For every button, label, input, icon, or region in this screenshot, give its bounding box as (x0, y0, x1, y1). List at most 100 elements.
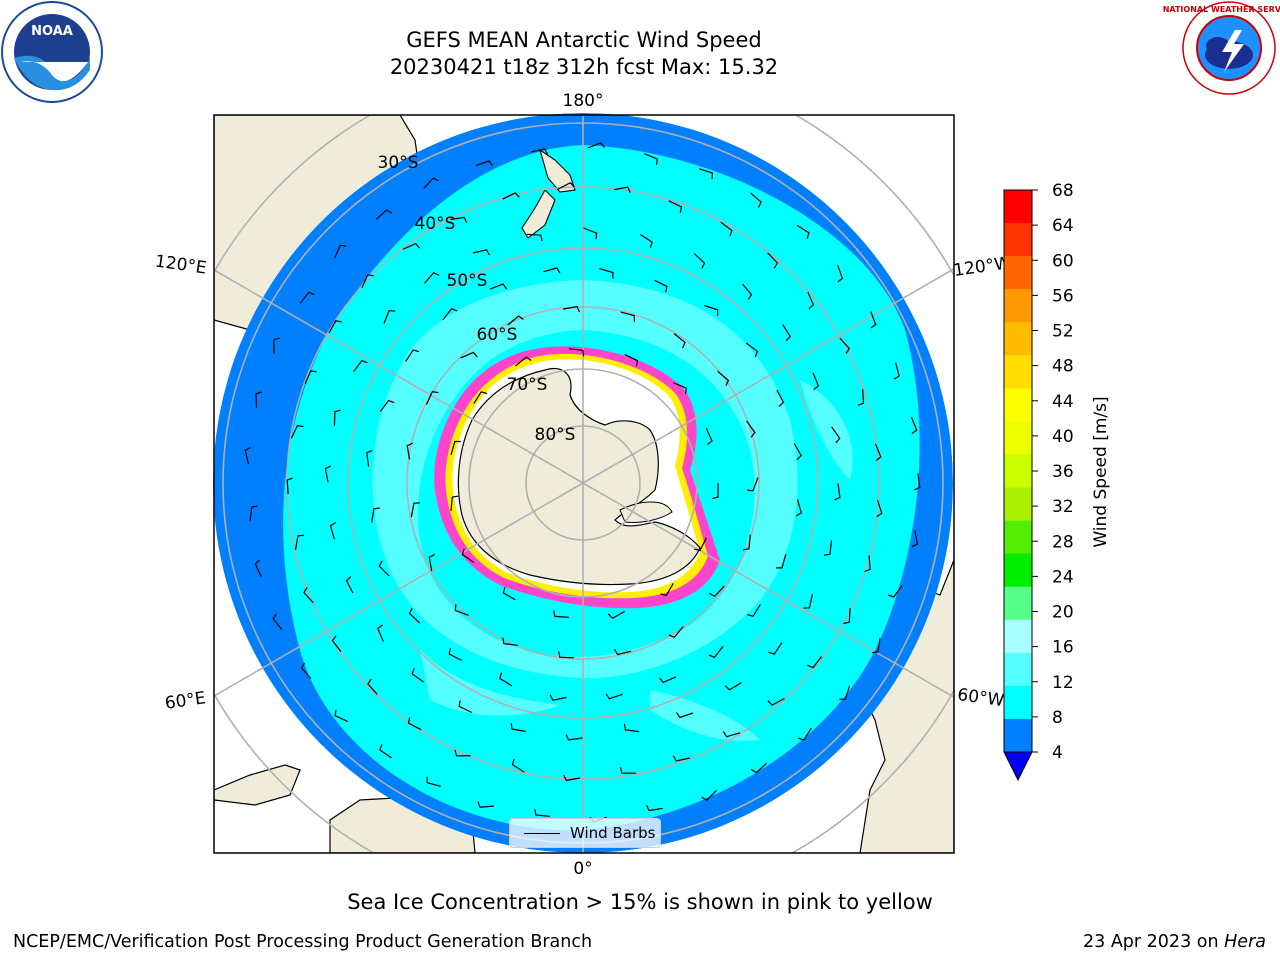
wind-barbs (244, 142, 921, 823)
meridian-label-60e: 60°E (164, 688, 207, 713)
wind-barb (911, 530, 919, 548)
colorbar-segment (1004, 355, 1032, 389)
wind-barb (658, 676, 677, 684)
wind-barb (300, 662, 312, 679)
wind-barb (807, 656, 823, 669)
wind-barb (797, 727, 812, 741)
wind-barb (410, 502, 420, 518)
wind-barb (767, 252, 779, 269)
wind-barb (747, 604, 761, 618)
footer-host: Hera (1224, 932, 1266, 952)
wind-barb (910, 416, 918, 435)
wind-barb (887, 585, 903, 598)
wind-barb (712, 482, 719, 500)
wind-barb (624, 354, 639, 367)
colorbar-tick-label: 16 (1052, 638, 1074, 658)
wind-barb (428, 554, 435, 572)
wind-barb (599, 268, 614, 279)
wind-barb (676, 712, 694, 719)
colorbar-segment (1004, 685, 1032, 720)
wind-barb (402, 242, 421, 250)
wind-barb (454, 749, 471, 757)
wind-barb (543, 267, 561, 274)
colorbar-tick-label: 20 (1052, 603, 1074, 623)
colorbar-segment (1004, 190, 1032, 224)
wind-barb (450, 495, 459, 512)
wind-barb (454, 604, 469, 616)
wind-barb (654, 279, 668, 293)
wind-barb (839, 685, 851, 700)
wind-barb (378, 560, 390, 577)
legend-line-swatch (524, 832, 560, 834)
wind-barb (717, 370, 730, 387)
wind-barb (534, 808, 550, 817)
colorbar-segment (1004, 586, 1032, 621)
colorbar-segment (1004, 256, 1032, 290)
wind-barb (329, 522, 337, 540)
wind-barb (782, 324, 791, 342)
plot-subtitle: 20230421 t18z 312h fcst Max: 15.32 (389, 55, 779, 79)
wind-barb (549, 694, 567, 701)
wind-barb (290, 424, 304, 439)
wind-barb (871, 637, 881, 654)
wind-barb (722, 731, 741, 738)
wind-barb (745, 342, 759, 358)
wind-barb (295, 534, 304, 550)
wind-barb (720, 221, 733, 237)
wind-barb (511, 758, 525, 773)
colorbar-segment (1004, 553, 1032, 588)
wind-barb (426, 391, 439, 405)
wind-barb (473, 391, 488, 404)
noaa-logo-text: NOAA (31, 24, 73, 39)
wind-barb (558, 651, 574, 659)
wind-barb (502, 586, 516, 601)
wind-barb (331, 635, 342, 653)
wind-barb (345, 576, 354, 594)
wind-barb (489, 283, 508, 290)
colorbar-segment (1004, 421, 1032, 455)
colorbar-tick-label: 60 (1052, 251, 1074, 271)
wind-barb (273, 337, 280, 354)
wind-barb (660, 582, 674, 597)
wind-barb (746, 477, 759, 492)
wind-barb (807, 291, 815, 310)
wind-barb (796, 224, 810, 239)
wind-barb (803, 594, 814, 609)
wind-barb (461, 548, 475, 563)
parallel-label-80s: 80°S (535, 425, 576, 445)
wind-barb (639, 233, 653, 248)
wind-barb (693, 253, 706, 269)
wind-barb (708, 645, 724, 659)
wind-barb (530, 148, 549, 155)
wind-barb (823, 540, 833, 556)
wind-barb (367, 678, 378, 695)
colorbar-segment (1004, 487, 1032, 522)
parallel-label-70s: 70°S (507, 375, 548, 395)
wind-barb (366, 449, 373, 467)
colorbar-under-extension (1003, 751, 1033, 782)
wind-barb (605, 693, 623, 700)
plot-title: GEFS MEAN Antarctic Wind Speed (406, 28, 762, 52)
colorbar-segment (1004, 454, 1032, 489)
colorbar-tick-label: 48 (1052, 357, 1074, 377)
wind-barb (458, 700, 473, 714)
wind-barb (583, 227, 598, 240)
wind-barb (864, 555, 871, 573)
wind-barb (255, 391, 262, 408)
colorbar-tick-label: 56 (1052, 286, 1074, 306)
wind-barb (876, 499, 883, 518)
svg-text:NATIONAL WEATHER SERVICE: NATIONAL WEATHER SERVICE (1163, 5, 1280, 14)
wind-barb (379, 744, 392, 759)
colorbar-tick-label: 24 (1052, 567, 1074, 587)
wind-barb (448, 647, 462, 661)
wind-barb (839, 337, 851, 354)
colorbar-tick-label: 52 (1052, 322, 1074, 342)
map-frame (213, 114, 955, 854)
wind-barb (475, 160, 493, 167)
wind-barb (746, 420, 756, 438)
wind-barb (619, 767, 636, 774)
wind-barb (375, 209, 393, 220)
colorbar-tick-label: 68 (1052, 181, 1074, 201)
